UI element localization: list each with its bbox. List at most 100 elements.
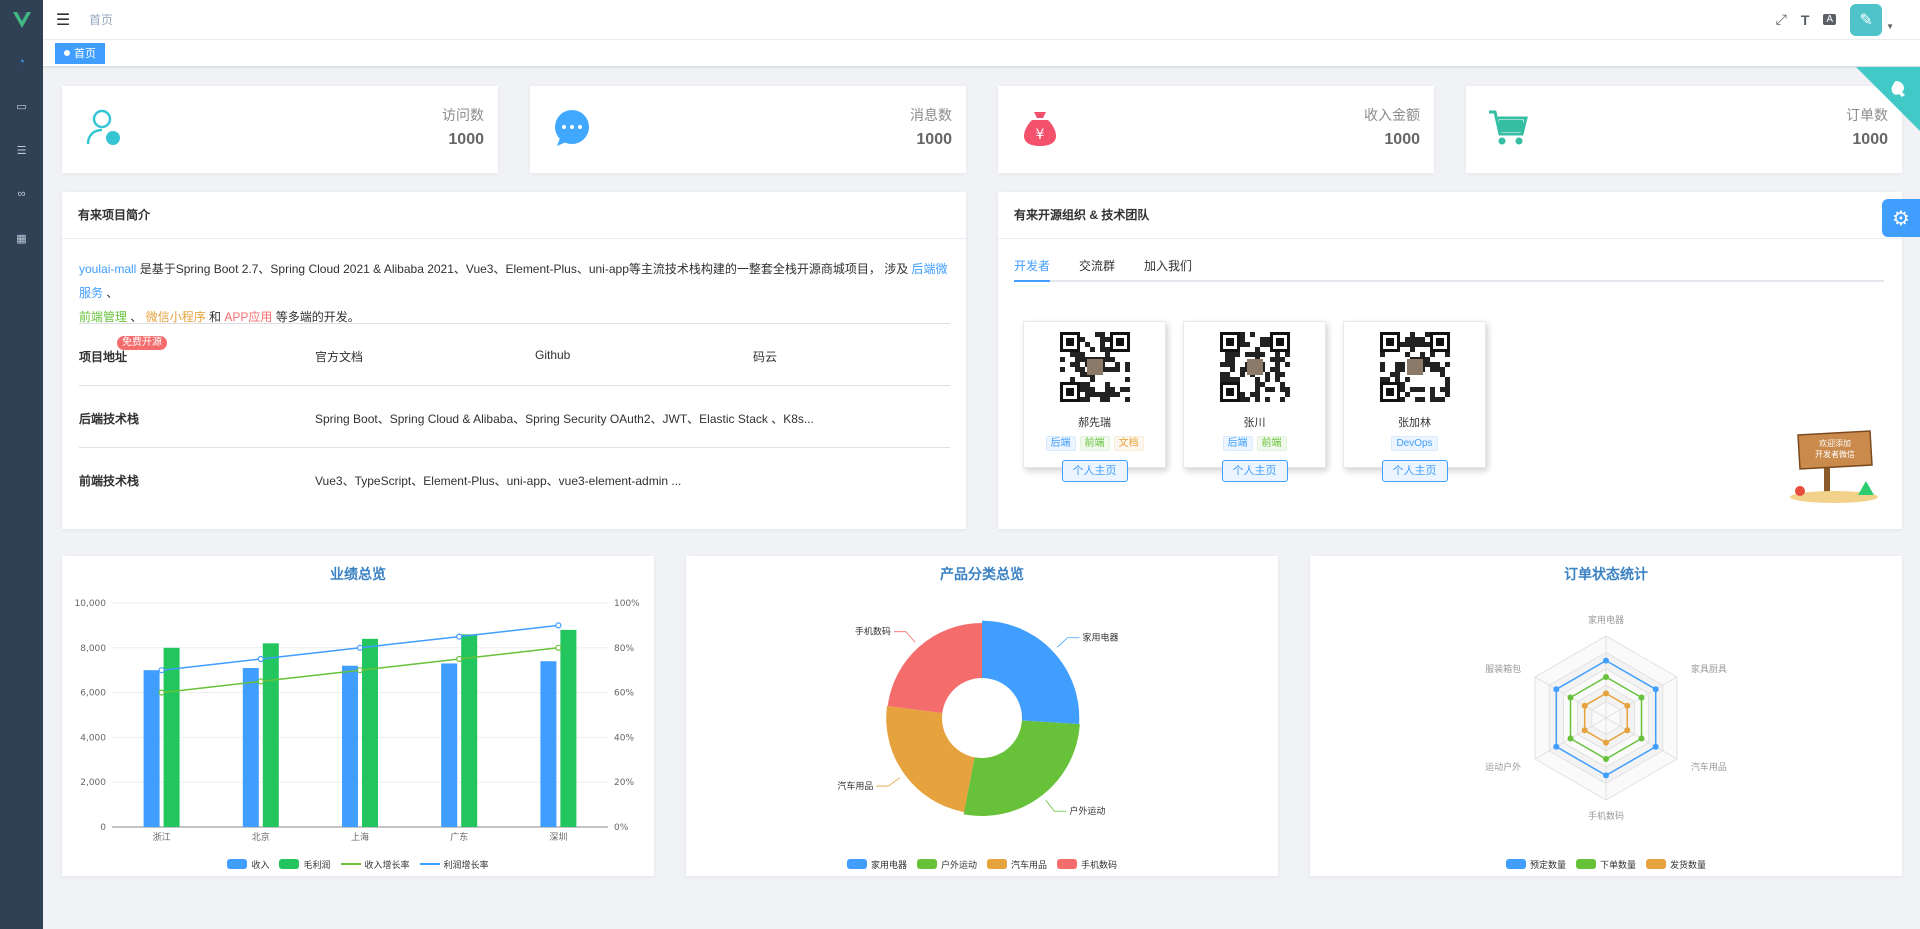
github-corner-icon[interactable] bbox=[1856, 67, 1920, 131]
qr-module bbox=[1059, 367, 1065, 372]
bar-income bbox=[540, 661, 557, 827]
qr-module bbox=[1229, 367, 1235, 372]
y-tick-label: 6,000 bbox=[80, 689, 106, 699]
legend-label: 预定数量 bbox=[1529, 860, 1566, 870]
qr-module bbox=[1269, 387, 1275, 392]
legend-item[interactable]: 手机数码 bbox=[1057, 858, 1117, 871]
docs-link[interactable]: 官方文档 bbox=[315, 350, 364, 364]
qr-module bbox=[1069, 362, 1075, 367]
avatar[interactable]: ✎ bbox=[1850, 3, 1883, 36]
legend-item[interactable]: 预定数量 bbox=[1505, 858, 1566, 871]
tab-join[interactable]: 加入我们 bbox=[1144, 259, 1193, 273]
pie-chart-card: 产品分类总览 家用电器 户外运动 汽车用品 手机数码 家用电器 户外运动 汽车用品 手… bbox=[686, 556, 1278, 876]
qr-finder bbox=[1429, 332, 1450, 352]
label-line bbox=[876, 777, 900, 787]
qr-module bbox=[1429, 392, 1435, 397]
intro-text-2: 等多端的开发。 bbox=[272, 310, 360, 324]
fullscreen-icon[interactable]: ⤢ bbox=[1775, 11, 1787, 27]
legend-item[interactable]: 毛利润 bbox=[279, 858, 331, 871]
qr-module bbox=[1109, 357, 1115, 362]
legend-item[interactable]: 收入增长率 bbox=[340, 858, 410, 871]
app-link[interactable]: APP应用 bbox=[224, 310, 273, 324]
legend-swatch bbox=[340, 863, 361, 865]
sign-text-line-2: 开发者微信 bbox=[1815, 449, 1855, 459]
tab-groups[interactable]: 交流群 bbox=[1079, 259, 1116, 273]
sidebar-item-apps[interactable]: ▦ bbox=[0, 216, 43, 260]
bar-profit bbox=[461, 634, 478, 827]
qr-module bbox=[1219, 377, 1225, 382]
qr-module bbox=[1074, 362, 1080, 367]
radar-point bbox=[1553, 743, 1560, 750]
miniapp-link[interactable]: 微信小程序 bbox=[145, 310, 206, 324]
gitee-link[interactable]: 码云 bbox=[753, 350, 778, 364]
homepage-button[interactable]: 个人主页 bbox=[1221, 460, 1288, 482]
qr-finder-core bbox=[1435, 338, 1444, 346]
qr-module bbox=[1079, 367, 1085, 372]
qr-module bbox=[1419, 342, 1425, 347]
legend-item[interactable]: 户外运动 bbox=[916, 858, 977, 871]
qr-finder-core bbox=[1275, 338, 1284, 346]
legend-swatch bbox=[1505, 859, 1526, 869]
qr-code-icon bbox=[1059, 332, 1130, 402]
qr-module bbox=[1239, 367, 1245, 372]
legend-item[interactable]: 收入 bbox=[227, 858, 269, 871]
tag-home[interactable]: 首页 bbox=[55, 43, 105, 64]
stat-label: 订单数 bbox=[1846, 107, 1888, 123]
qr-module bbox=[1084, 397, 1090, 402]
bar-profit bbox=[163, 647, 180, 827]
qr-module bbox=[1399, 382, 1405, 387]
caret-down-icon[interactable]: ▼ bbox=[1886, 22, 1894, 31]
sidebar-item-link[interactable]: ∞ bbox=[0, 172, 43, 216]
legend-item[interactable]: 下单数量 bbox=[1575, 858, 1636, 871]
intro-card-title: 有来项目简介 bbox=[62, 192, 966, 239]
sep: 、 bbox=[127, 310, 146, 324]
team-tabs: 开发者 交流群 加入我们 bbox=[1014, 256, 1884, 282]
tag-chip: 文档 bbox=[1113, 436, 1144, 451]
sidebar-item-menu[interactable]: ☰ bbox=[0, 128, 43, 172]
qr-module bbox=[1279, 382, 1285, 387]
bar-income bbox=[143, 670, 160, 827]
hamburger-icon[interactable]: ☰ bbox=[55, 11, 71, 29]
logo[interactable] bbox=[0, 0, 43, 40]
qr-module bbox=[1274, 357, 1280, 362]
qr-module bbox=[1079, 352, 1085, 357]
sidebar-item-dashboard[interactable]: ◔ bbox=[0, 40, 43, 84]
qr-module bbox=[1254, 347, 1260, 352]
qr-module bbox=[1239, 392, 1245, 397]
tab-developers[interactable]: 开发者 bbox=[1014, 256, 1051, 282]
breadcrumb-home[interactable]: 首页 bbox=[89, 13, 114, 27]
legend-swatch bbox=[279, 859, 300, 869]
github-link[interactable]: Github bbox=[535, 348, 571, 362]
legend-item[interactable]: 汽车用品 bbox=[987, 858, 1047, 871]
legend-swatch bbox=[1057, 859, 1078, 869]
backend-link[interactable]: 后端微服务 bbox=[79, 262, 948, 300]
legend-swatch bbox=[987, 859, 1007, 869]
language-icon[interactable]: A bbox=[1823, 14, 1837, 25]
homepage-button[interactable]: 个人主页 bbox=[1061, 460, 1128, 482]
line-point bbox=[356, 644, 364, 651]
frontend-link[interactable]: 前端管理 bbox=[79, 310, 128, 324]
qr-module bbox=[1429, 367, 1435, 372]
legend-item[interactable]: 利润增长率 bbox=[419, 858, 489, 871]
intro-paragraph: youlai-mall 是基于Spring Boot 2.7、Spring Cl… bbox=[62, 239, 966, 329]
font-size-icon[interactable]: T bbox=[1800, 11, 1810, 28]
grid-icon: ▦ bbox=[16, 232, 27, 245]
bar-chart: 0 2,000 4,000 6,000 8,000 10,000 0% 20% 40% 60% 80… bbox=[75, 599, 641, 843]
homepage-button[interactable]: 个人主页 bbox=[1381, 460, 1448, 482]
qr-module bbox=[1244, 352, 1250, 357]
qr-module bbox=[1444, 392, 1450, 397]
line-point bbox=[158, 667, 165, 674]
chart-title: 产品分类总览 bbox=[940, 566, 1024, 582]
settings-button[interactable]: ⚙ bbox=[1882, 199, 1920, 237]
qr-module bbox=[1124, 377, 1130, 382]
legend-item[interactable]: 发货数量 bbox=[1646, 858, 1706, 871]
qr-module bbox=[1239, 342, 1245, 347]
qr-module bbox=[1224, 362, 1230, 367]
sidebar-item-system[interactable]: ▭ bbox=[0, 84, 43, 128]
project-name-link[interactable]: youlai-mall bbox=[79, 262, 137, 276]
qr-finder bbox=[1219, 332, 1240, 352]
qr-module bbox=[1219, 372, 1225, 377]
tag-chip: 前端 bbox=[1256, 436, 1287, 451]
qr-module bbox=[1419, 397, 1425, 402]
legend-item[interactable]: 家用电器 bbox=[846, 858, 907, 871]
